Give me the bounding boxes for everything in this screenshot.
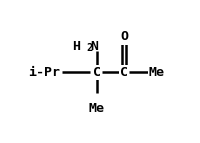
Text: C: C <box>119 66 127 79</box>
Text: C: C <box>92 66 100 79</box>
Text: O: O <box>119 30 127 43</box>
Text: Me: Me <box>88 102 104 115</box>
Text: H: H <box>72 40 80 53</box>
Text: 2: 2 <box>86 43 92 53</box>
Text: Me: Me <box>148 66 164 79</box>
Text: i-Pr: i-Pr <box>28 66 60 79</box>
Text: N: N <box>89 40 97 53</box>
